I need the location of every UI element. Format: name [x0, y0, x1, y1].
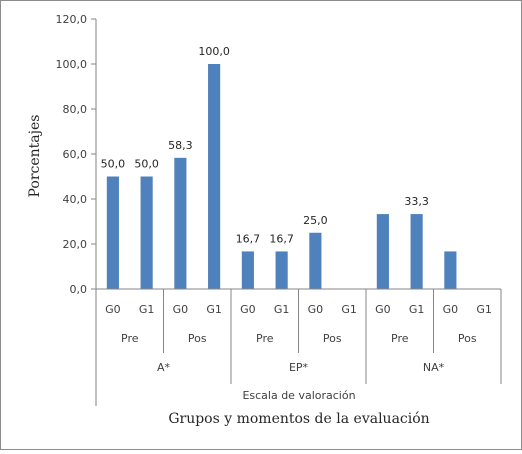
moment-label: Pre: [391, 332, 409, 345]
moment-label: Pre: [256, 332, 274, 345]
moment-label: Pos: [188, 332, 207, 345]
scale-label: NA*: [423, 361, 445, 374]
y-tick-label: 20,0: [63, 238, 88, 251]
group-label: G0: [105, 303, 121, 316]
data-label: 25,0: [303, 214, 328, 227]
bar: [410, 214, 423, 289]
bar: [444, 251, 457, 289]
group-label: G0: [240, 303, 256, 316]
bar: [106, 176, 119, 289]
y-tick-label: 80,0: [63, 103, 88, 116]
scale-label: EP*: [289, 361, 309, 374]
bar: [376, 214, 389, 289]
group-label: G1: [274, 303, 290, 316]
data-label: 33,3: [404, 195, 429, 208]
y-tick-label: 60,0: [63, 148, 88, 161]
data-label: 50,0: [101, 158, 126, 171]
data-label: 100,0: [198, 45, 230, 58]
y-axis: 0,0 20,0 40,0 60,0 80,0 100,0 120,0: [56, 13, 97, 296]
data-label: 16,7: [269, 232, 294, 245]
scale-label: A*: [157, 361, 171, 374]
moment-label: Pos: [458, 332, 477, 345]
group-label: G0: [443, 303, 459, 316]
y-tick-label: 40,0: [63, 193, 88, 206]
group-label: G1: [341, 303, 357, 316]
data-label: 16,7: [236, 232, 261, 245]
group-label: G1: [206, 303, 222, 316]
bar: [208, 64, 221, 289]
moment-label: Pos: [323, 332, 342, 345]
bar: [140, 176, 153, 289]
group-label: G0: [375, 303, 391, 316]
bar: [309, 232, 322, 289]
y-tick-label: 100,0: [56, 58, 88, 71]
group-label: G1: [409, 303, 425, 316]
group-label: G1: [139, 303, 155, 316]
bar: [241, 251, 254, 289]
x-axis-title: Grupos y momentos de la evaluación: [168, 411, 429, 427]
bar: [174, 157, 187, 289]
y-tick-label: 0,0: [70, 283, 88, 296]
group-label: G1: [476, 303, 492, 316]
moment-label: Pre: [121, 332, 139, 345]
y-axis-title: Porcentajes: [27, 115, 43, 198]
scale-title: Escala de valoración: [242, 389, 355, 402]
bar: [275, 251, 288, 289]
bars: 50,0 50,0 58,3 100,0 16,7 16,7 25,0 33,3: [101, 45, 457, 289]
data-label: 50,0: [134, 158, 159, 171]
x-axis: G0 G1 G0 G1 G0 G1 G0 G1 G0 G1 G0 G1 Pre Pos Pre Pos Pre P…: [95, 288, 502, 406]
y-tick-label: 120,0: [56, 13, 88, 26]
group-label: G0: [173, 303, 189, 316]
group-label: G0: [308, 303, 324, 316]
data-label: 58,3: [168, 139, 193, 152]
